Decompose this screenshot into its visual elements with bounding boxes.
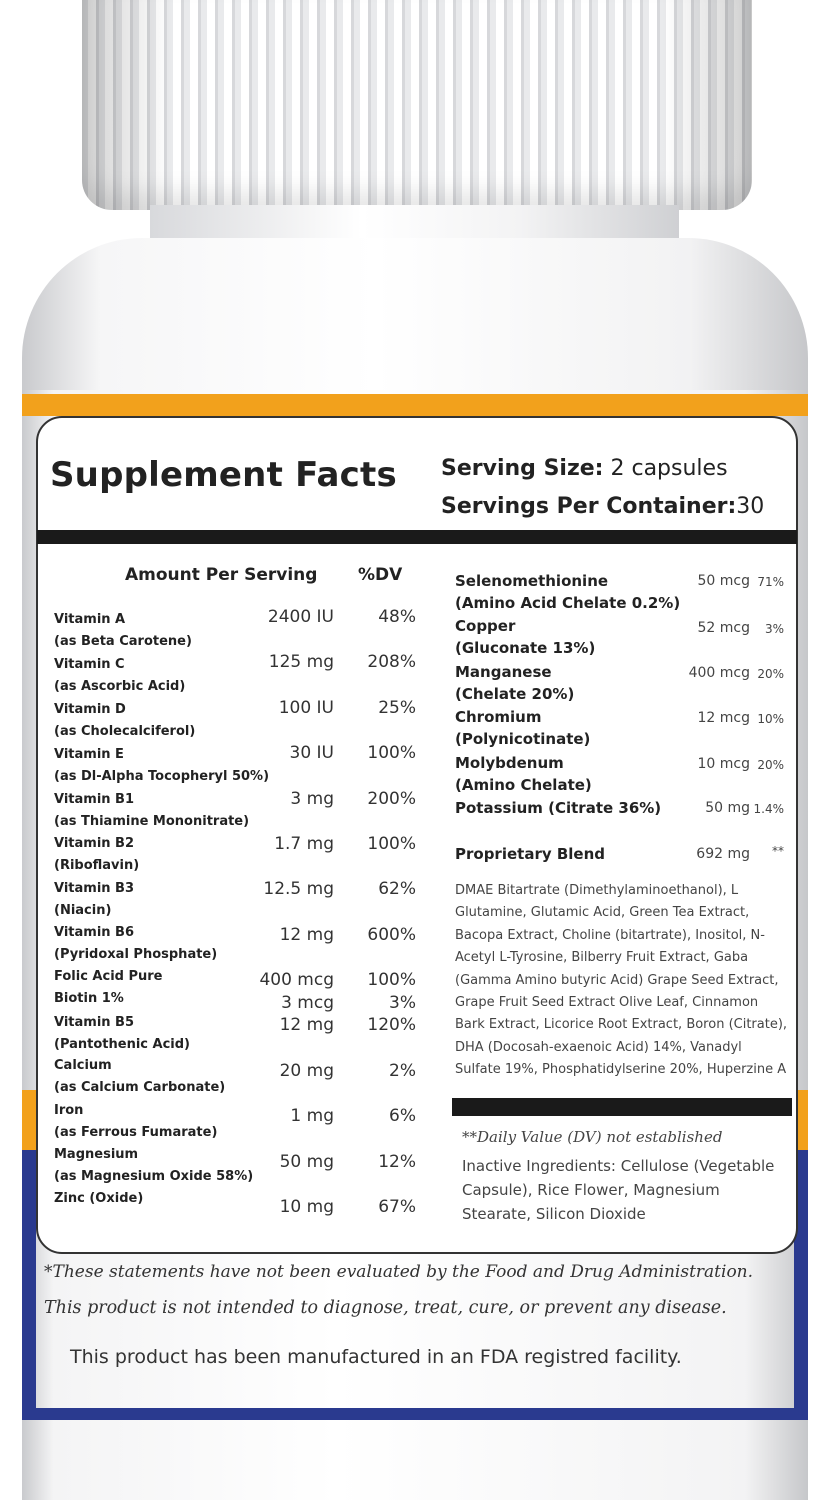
proprietary-blend-name: Proprietary Blend — [455, 845, 605, 863]
nutrient-amount: 12 mcg — [697, 710, 751, 726]
serving-size: Serving Size: 2 capsules — [441, 456, 728, 481]
nutrient-amount: 12 mg — [279, 1015, 334, 1035]
nutrient-dv: 12% — [378, 1152, 416, 1172]
nutrient-name: Folic Acid Pure — [54, 969, 163, 984]
disease-disclaimer: This product is not intended to diagnose… — [44, 1298, 727, 1318]
nutrient-name: Vitamin B2 (Riboflavin) — [54, 836, 140, 873]
thick-divider — [37, 530, 797, 544]
proprietary-blend-amount: 692 mg — [696, 846, 750, 862]
label-orange-side-left — [22, 1090, 36, 1150]
nutrient-amount: 52 mcg — [697, 620, 751, 636]
nutrient-amount: 10 mg — [279, 1197, 334, 1217]
nutrient-dv: 1.4% — [753, 802, 785, 816]
cap-shadow-left — [82, 0, 172, 210]
nutrient-amount: 125 mg — [268, 652, 334, 672]
nutrient-name: Vitamin B1 (as Thiamine Mononitrate) — [54, 792, 250, 829]
servings-per-container-label: Servings Per Container: — [441, 494, 737, 519]
nutrient-amount: 20 mg — [279, 1061, 334, 1081]
proprietary-blend-ingredients: DMAE Bitartrate (Dimethylaminoethanol), … — [455, 883, 788, 1078]
servings-per-container: Servings Per Container:30 — [441, 494, 764, 519]
nutrient-name: Manganese (Chelate 20%) — [455, 663, 575, 703]
nutrient-name: Vitamin A (as Beta Carotene) — [54, 612, 192, 649]
proprietary-blend-dv: ** — [772, 844, 784, 858]
serving-size-label: Serving Size: — [441, 456, 604, 481]
nutrient-name: Molybdenum (Amino Chelate) — [455, 754, 592, 794]
nutrient-dv: 25% — [378, 698, 416, 718]
nutrient-name: Copper (Gluconate 13%) — [455, 617, 596, 657]
nutrient-name: Calcium (as Calcium Carbonate) — [54, 1058, 226, 1095]
nutrient-amount: 12 mg — [279, 925, 334, 945]
nutrient-dv: 20% — [757, 667, 784, 681]
nutrient-amount: 100 IU — [278, 698, 334, 718]
fda-statement: *These statements have not been evaluate… — [44, 1262, 754, 1282]
nutrient-name: Biotin 1% — [54, 991, 124, 1006]
nutrient-amount: 1.7 mg — [274, 834, 334, 854]
dv-header: %DV — [358, 565, 403, 585]
nutrient-name: Vitamin C (as Ascorbic Acid) — [54, 657, 186, 694]
inactive-ingredients: Inactive Ingredients: Cellulose (Vegetab… — [462, 1157, 775, 1223]
nutrient-amount: 50 mg — [705, 800, 750, 816]
right-thick-divider — [452, 1098, 792, 1116]
nutrient-name: Potassium (Citrate 36%) — [455, 799, 662, 817]
nutrient-dv: 600% — [367, 925, 416, 945]
nutrient-name: Vitamin E (as Dl-Alpha Tocopheryl 50%) — [54, 747, 270, 784]
facility-statement: This product has been manufactured in an… — [70, 1346, 682, 1368]
bottle-cap — [82, 0, 752, 210]
nutrient-amount: 1 mg — [290, 1106, 334, 1126]
nutrient-dv: 100% — [367, 970, 416, 990]
nutrient-amount: 50 mcg — [697, 573, 751, 589]
nutrient-name: Vitamin B3 (Niacin) — [54, 881, 135, 918]
nutrient-amount: 12.5 mg — [263, 879, 334, 899]
nutrient-dv: 120% — [367, 1015, 416, 1035]
nutrient-amount: 2400 IU — [267, 607, 334, 627]
nutrient-name: Chromium (Polynicotinate) — [455, 708, 591, 748]
nutrient-name: Zinc (Oxide) — [54, 1191, 144, 1206]
nutrient-dv: 10% — [757, 712, 784, 726]
cap-shadow-right — [662, 0, 752, 210]
nutrient-amount: 3 mcg — [281, 993, 334, 1013]
nutrient-name: Vitamin B6 (Pyridoxal Phosphate) — [54, 925, 218, 962]
nutrient-dv: 2% — [389, 1061, 416, 1081]
servings-per-container-value: 30 — [736, 494, 765, 519]
dv-not-established-note: **Daily Value (DV) not established — [462, 1128, 723, 1146]
serving-size-value: 2 capsules — [610, 456, 728, 481]
label-blue-side-left — [22, 1150, 36, 1420]
nutrient-name: Vitamin D (as Cholecalciferol) — [54, 702, 196, 739]
amount-per-serving-header: Amount Per Serving — [125, 565, 318, 585]
nutrient-amount: 50 mg — [279, 1152, 334, 1172]
nutrient-dv: 48% — [378, 607, 416, 627]
nutrient-name: Iron (as Ferrous Fumarate) — [54, 1103, 218, 1140]
nutrient-amount: 400 mcg — [259, 970, 334, 990]
nutrient-amount: 30 IU — [289, 743, 335, 763]
nutrient-dv: 100% — [367, 834, 416, 854]
nutrient-dv: 100% — [367, 743, 416, 763]
nutrient-dv: 62% — [378, 879, 416, 899]
nutrient-amount: 3 mg — [290, 789, 334, 809]
label-orange-band — [22, 394, 808, 416]
nutrient-dv: 3% — [764, 622, 784, 636]
nutrient-dv: 208% — [367, 652, 416, 672]
nutrient-amount: 10 mcg — [697, 756, 751, 772]
nutrient-dv: 71% — [757, 575, 784, 589]
nutrient-amount: 400 mcg — [688, 665, 750, 681]
nutrient-dv: 6% — [389, 1106, 416, 1126]
nutrient-name: Selenomethionine (Amino Acid Chelate 0.2%… — [455, 572, 681, 612]
nutrient-name: Vitamin B5 (Pantothenic Acid) — [54, 1015, 190, 1052]
nutrient-dv: 67% — [378, 1197, 416, 1217]
nutrient-dv: 20% — [757, 758, 784, 772]
nutrient-dv: 3% — [389, 993, 416, 1013]
label-blue-band — [22, 1408, 808, 1420]
nutrient-name: Magnesium (as Magnesium Oxide 58%) — [54, 1147, 254, 1184]
nutrient-dv: 200% — [367, 789, 416, 809]
facts-title: Supplement Facts — [50, 455, 397, 495]
